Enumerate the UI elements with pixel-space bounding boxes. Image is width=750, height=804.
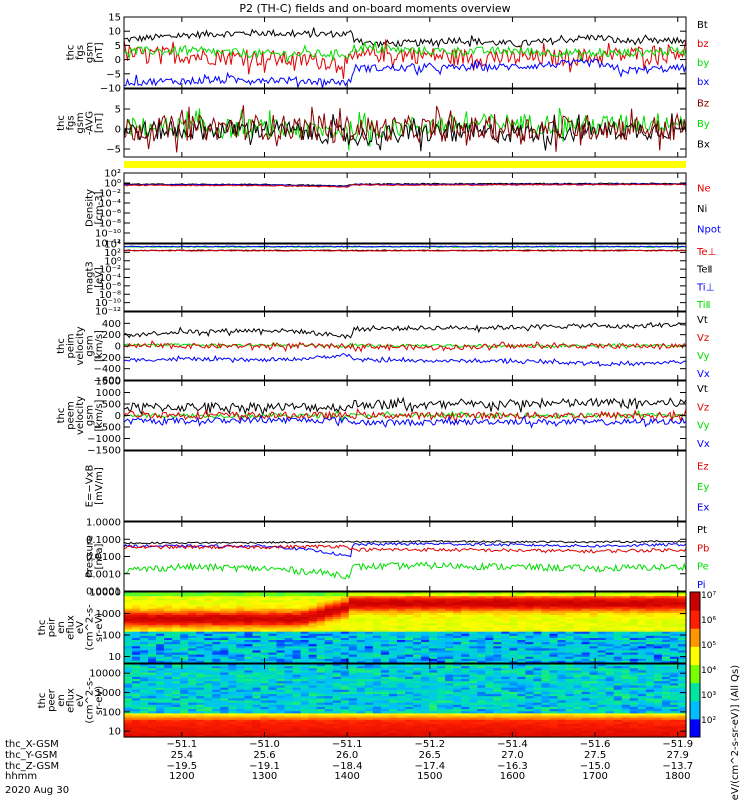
ytick-label: 10	[108, 652, 121, 663]
legend-By: By	[697, 119, 710, 130]
ytick-label: 0	[115, 125, 121, 136]
ytick-label: 15	[108, 13, 121, 24]
legend-Te⊥: Te⊥	[696, 247, 716, 258]
legend-Bt: Bt	[697, 20, 708, 31]
legend-Vt: Vt	[697, 315, 708, 326]
panel-frame-3	[124, 244, 686, 311]
legend-Vx: Vx	[697, 369, 710, 380]
ylabel-line: [nT]	[94, 42, 105, 62]
ytick-label: 1500	[96, 377, 121, 388]
legend-by: by	[697, 58, 709, 69]
legend-Vy: Vy	[697, 421, 710, 432]
legend-Vx: Vx	[697, 439, 710, 450]
ytick-label: 0	[115, 411, 121, 422]
legend-TeⅡ: TeⅡ	[696, 265, 712, 276]
legend-Vy: Vy	[697, 351, 710, 362]
ytick-label: −1000	[87, 434, 121, 445]
legend-Ne: Ne	[697, 184, 711, 195]
legend-bx: bx	[697, 77, 709, 88]
legend-Ti⊥: Ti⊥	[696, 282, 714, 293]
legend-Pe: Pe	[697, 562, 709, 573]
panel-frame-6	[124, 451, 686, 521]
ytick-label: 10000	[89, 588, 121, 599]
ylabel-line: [nPa]	[94, 543, 105, 569]
series-line-4-Vt	[124, 323, 686, 339]
ytick-label: 0	[115, 55, 121, 66]
legend-Ey: Ey	[697, 482, 709, 493]
ylabel-line: [mV/m]	[94, 467, 105, 505]
series-line-1-Bz	[124, 105, 686, 152]
ytick-label: 0	[115, 342, 121, 353]
legend-Vt: Vt	[697, 384, 708, 395]
legend-Bx: Bx	[697, 140, 710, 151]
ytick-label: 5	[115, 41, 121, 52]
ylabel-line: [km/s]	[94, 330, 105, 362]
legend-bz: bz	[697, 39, 709, 50]
series-line-3-Te⊥	[124, 250, 686, 251]
panel-frame-7	[124, 522, 686, 591]
series-line-0-bz	[124, 39, 686, 79]
plot-title: P2 (TH-C) fields and on-board moments ov…	[239, 2, 510, 15]
legend-Ni: Ni	[697, 204, 707, 215]
legend-TiⅡ: TiⅡ	[696, 300, 711, 311]
ylabel-line: [eV]	[94, 267, 105, 288]
legend-Bz: Bz	[697, 99, 709, 110]
series-line-4-Vx	[124, 354, 686, 366]
legend-Pt: Pt	[697, 525, 707, 536]
legend-Vz: Vz	[697, 402, 709, 413]
series-line-7-Pe	[124, 562, 686, 578]
ylabel-line: [km/s]	[94, 399, 105, 431]
legend-Ez: Ez	[697, 462, 709, 473]
series-line-7-Pi	[124, 543, 686, 557]
ytick-label: −400	[94, 364, 121, 375]
ytick-label: −10	[100, 84, 121, 95]
ytick-label: −1500	[87, 446, 121, 457]
ytick-label: 1000	[96, 388, 121, 399]
legend-Vz: Vz	[697, 333, 709, 344]
yellow-flag-bar	[124, 161, 686, 168]
ytick-label: −5	[106, 69, 121, 80]
series-line-3-Ti⊥	[124, 246, 686, 247]
legend-Ex: Ex	[697, 503, 709, 514]
ytick-label: 400	[102, 319, 121, 330]
ytick-label: 10	[108, 27, 121, 38]
ytick-label: 10⁻¹²	[95, 307, 121, 318]
ylabel-line: [nT]	[94, 113, 105, 133]
legend-Pi: Pi	[697, 580, 706, 591]
ytick-label: 5	[115, 105, 121, 116]
legend-Pb: Pb	[697, 543, 709, 554]
ylabel-line: [cm-3]	[94, 191, 105, 224]
ytick-label: −5	[106, 145, 121, 156]
ylabel-line: sr-eV)	[94, 613, 105, 642]
legend-Npot: Npot	[697, 225, 721, 236]
series-line-0-Bt	[124, 28, 686, 48]
ytick-label: 1.0000	[86, 518, 121, 529]
